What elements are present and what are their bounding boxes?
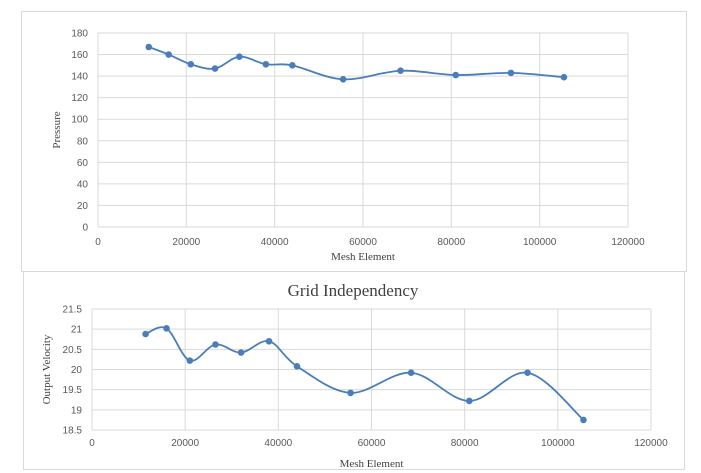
velocity-x-tick-label: 40000: [264, 438, 292, 449]
pressure-data-point: [211, 65, 219, 72]
velocity-y-tick-label: 18.5: [63, 426, 83, 437]
pressure-y-tick-label: 80: [77, 136, 89, 147]
velocity-data-point: [407, 369, 415, 377]
velocity-x-tick-label: 60000: [358, 438, 386, 449]
pressure-data-point: [452, 71, 460, 79]
pressure-series-line: [148, 46, 565, 81]
velocity-data-point: [466, 397, 473, 405]
velocity-x-axis-label: Mesh Element: [340, 458, 404, 470]
velocity-x-tick-label: 120000: [634, 438, 668, 449]
pressure-x-tick-label: 120000: [611, 237, 645, 248]
pressure-data-point: [236, 53, 243, 61]
velocity-y-tick-label: 20.5: [63, 345, 83, 356]
pressure-x-axis-label: Mesh Element: [331, 251, 395, 263]
velocity-data-point: [293, 362, 301, 370]
velocity-y-tick-label: 19: [71, 405, 83, 416]
pressure-data-point: [145, 43, 153, 51]
velocity-x-tick-label: 100000: [541, 438, 575, 449]
pressure-x-tick-label: 60000: [349, 237, 377, 248]
velocity-data-point: [347, 389, 354, 397]
pressure-x-tick-label: 20000: [172, 237, 200, 248]
pressure-data-point: [187, 60, 195, 68]
velocity-y-tick-label: 21.5: [63, 305, 83, 316]
velocity-x-tick-label: 80000: [451, 438, 479, 449]
velocity-y-tick-label: 19.5: [63, 385, 83, 396]
pressure-y-tick-label: 140: [71, 72, 88, 83]
velocity-x-tick-label: 20000: [171, 438, 199, 449]
pressure-y-tick-label: 180: [71, 29, 88, 40]
pressure-data-point: [507, 69, 515, 77]
velocity-chart-panel: [23, 272, 685, 470]
velocity-chart-title: Grid Independency: [288, 281, 419, 300]
velocity-y-axis-label: Output Velocity: [41, 334, 53, 404]
pressure-x-tick-label: 80000: [437, 237, 465, 248]
pressure-y-tick-label: 100: [71, 115, 88, 126]
velocity-x-tick-label: 0: [89, 438, 95, 449]
pressure-y-tick-label: 160: [71, 50, 88, 61]
pressure-data-point: [397, 67, 404, 75]
velocity-y-tick-label: 21: [71, 325, 83, 336]
pressure-data-point: [289, 62, 296, 69]
pressure-data-point: [339, 76, 347, 83]
velocity-data-point: [163, 325, 170, 332]
pressure-x-tick-label: 0: [95, 237, 101, 248]
pressure-y-tick-label: 60: [77, 158, 89, 169]
velocity-data-point: [580, 416, 587, 424]
pressure-y-tick-label: 40: [77, 179, 89, 190]
pressure-data-point: [165, 51, 172, 58]
velocity-data-point: [142, 330, 149, 338]
velocity-data-point: [186, 357, 194, 364]
velocity-y-tick-label: 20: [71, 365, 83, 376]
pressure-y-tick-label: 20: [77, 201, 89, 212]
velocity-series-line: [145, 326, 585, 421]
pressure-x-tick-label: 40000: [261, 237, 289, 248]
pressure-x-tick-label: 100000: [523, 237, 557, 248]
velocity-data-point: [265, 337, 273, 345]
pressure-data-point: [262, 60, 270, 68]
pressure-data-point: [560, 73, 568, 81]
velocity-data-point: [524, 369, 531, 377]
velocity-data-point: [237, 349, 245, 356]
velocity-data-point: [212, 341, 219, 348]
pressure-y-tick-label: 0: [82, 223, 88, 234]
pressure-y-axis-label: Pressure: [51, 111, 63, 148]
pressure-y-tick-label: 120: [71, 93, 88, 104]
